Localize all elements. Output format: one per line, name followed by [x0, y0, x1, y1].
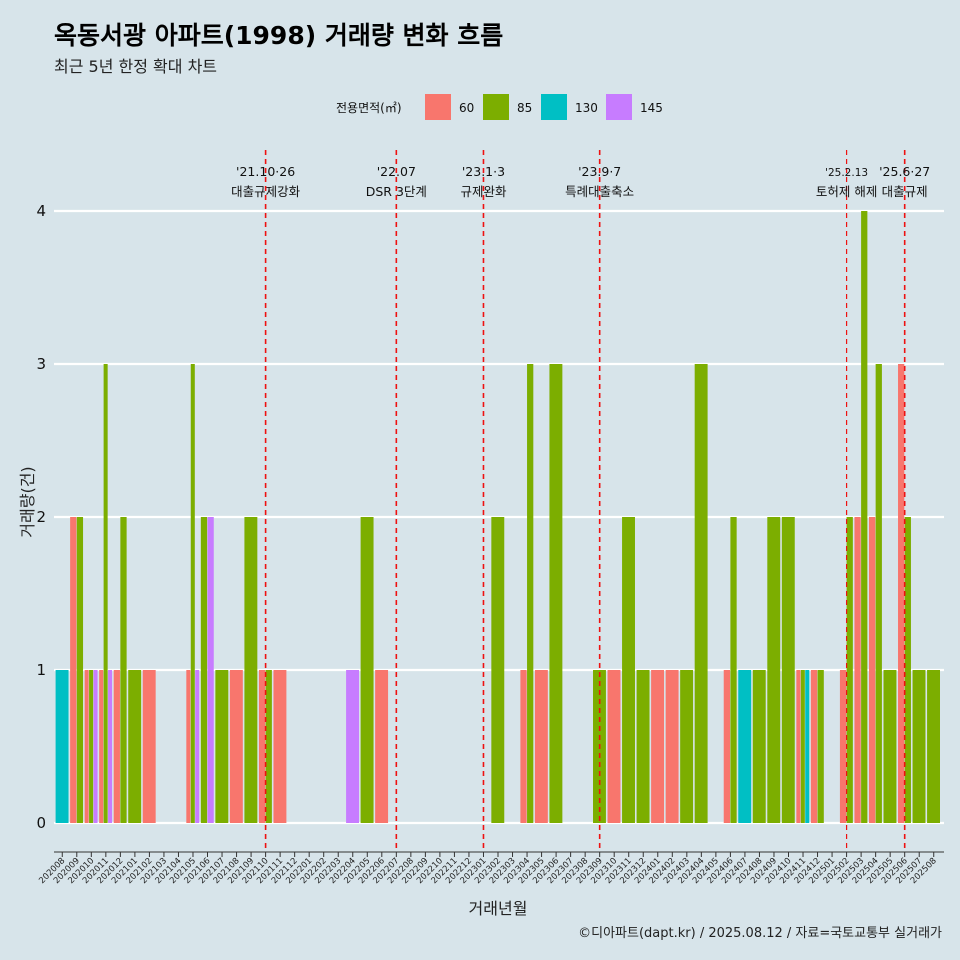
- legend-label-85: 85: [517, 101, 532, 115]
- bar-202009-60: [70, 517, 77, 823]
- y-tick-label: 0: [36, 814, 46, 832]
- bar-202504-85: [875, 364, 882, 823]
- event-label-202301: 규제완화: [460, 184, 507, 199]
- bar-202412-60: [810, 670, 818, 823]
- bar-202404-85: [694, 364, 708, 823]
- bar-202505-85: [883, 670, 897, 823]
- event-date-202502: '25.2.13: [825, 167, 868, 179]
- legend-swatch-85: [483, 94, 509, 120]
- bar-202406-85: [730, 517, 737, 823]
- source-caption: ©디아파트(dapt.kr) / 2025.08.12 / 자료=국토교통부 실…: [578, 926, 942, 941]
- bar-202110-60: [258, 670, 266, 823]
- legend-title: 전용면적(㎡): [336, 101, 402, 115]
- bar-202406-60: [723, 670, 730, 823]
- event-date-202506: '25.6·27: [879, 164, 930, 179]
- bar-202204-145: [346, 670, 360, 823]
- bar-202010-85: [89, 670, 94, 823]
- bar-202409-85: [767, 517, 781, 823]
- bar-202411-130: [805, 670, 810, 823]
- bar-202410-85: [781, 517, 795, 823]
- bar-202508-85: [927, 670, 940, 823]
- legend-label-60: 60: [459, 101, 474, 115]
- bar-202205-85: [360, 517, 374, 823]
- event-label-202110: 대출규제강화: [231, 184, 301, 199]
- bar-202403-85: [680, 670, 694, 823]
- event-label-202207: DSR 3단계: [366, 184, 427, 199]
- bar-202110-85: [265, 670, 272, 823]
- event-label-202502: 토허제 해제: [816, 184, 877, 199]
- bar-202412-85: [817, 670, 824, 823]
- bar-202304-60: [520, 670, 527, 823]
- bar-202105-145: [195, 670, 200, 823]
- y-tick-label: 3: [36, 355, 46, 373]
- bar-202109-85: [244, 517, 258, 823]
- bar-202008-130: [55, 670, 69, 823]
- bar-202305-60: [534, 670, 548, 823]
- bar-202506-85: [904, 517, 911, 823]
- bar-202105-85: [190, 364, 195, 823]
- y-tick-label: 4: [36, 202, 46, 220]
- chart-subtitle: 최근 5년 한정 확대 차트: [54, 57, 218, 76]
- bar-202105-60: [186, 670, 191, 823]
- bar-202106-145: [207, 517, 214, 823]
- legend-swatch-60: [425, 94, 451, 120]
- bar-202506-60: [898, 364, 905, 823]
- x-axis-title: 거래년월: [469, 899, 528, 918]
- bar-202503-60: [854, 517, 861, 823]
- bar-202311-85: [622, 517, 635, 823]
- bar-202111-60: [273, 670, 287, 823]
- chart-title: 옥동서광 아파트(1998) 거래량 변화 흐름: [54, 21, 504, 50]
- bar-202502-60: [839, 670, 847, 823]
- legend-label-130: 130: [575, 101, 598, 115]
- legend-swatch-130: [541, 94, 567, 120]
- legend-label-145: 145: [640, 101, 663, 115]
- event-date-202309: '23.9·7: [578, 164, 621, 179]
- bar-202206-60: [375, 670, 389, 823]
- bar-202310-60: [607, 670, 621, 823]
- bar-202401-60: [651, 670, 665, 823]
- bar-202302-85: [491, 517, 505, 823]
- bar-202011-60: [99, 670, 104, 823]
- y-tick-label: 1: [36, 661, 46, 679]
- bar-202312-85: [636, 670, 650, 823]
- bar-202009-85: [76, 517, 84, 823]
- y-tick-label: 2: [36, 508, 46, 526]
- event-label-202506: 대출규제: [882, 184, 928, 199]
- bar-202402-60: [665, 670, 679, 823]
- bar-202502-85: [846, 517, 853, 823]
- bar-202407-130: [738, 670, 752, 823]
- bar-202503-85: [861, 211, 868, 823]
- bar-202411-85: [800, 670, 805, 823]
- bar-202108-60: [229, 670, 243, 823]
- bar-202507-85: [912, 670, 926, 823]
- bar-202102-60: [142, 670, 156, 823]
- event-label-202309: 특례대출축소: [565, 184, 634, 199]
- bar-202408-85: [752, 670, 766, 823]
- bar-202106-85: [200, 517, 208, 823]
- bar-202010-60: [84, 670, 89, 823]
- bar-202012-85: [120, 517, 127, 823]
- bar-202411-60: [796, 670, 801, 823]
- bar-202011-85: [103, 364, 108, 823]
- bar-202504-60: [868, 517, 876, 823]
- y-axis-title: 거래량(건): [18, 466, 37, 537]
- bar-202304-85: [527, 364, 534, 823]
- bar-202306-85: [549, 364, 563, 823]
- legend-swatch-145: [606, 94, 632, 120]
- bar-202107-85: [215, 670, 229, 823]
- bar-202012-60: [113, 670, 120, 823]
- event-date-202301: '23.1·3: [462, 164, 505, 179]
- bar-202011-145: [108, 670, 113, 823]
- bar-202101-85: [128, 670, 142, 823]
- event-date-202110: '21.10·26: [236, 164, 295, 179]
- event-date-202207: '22.07: [377, 164, 416, 179]
- bar-202010-145: [93, 670, 98, 823]
